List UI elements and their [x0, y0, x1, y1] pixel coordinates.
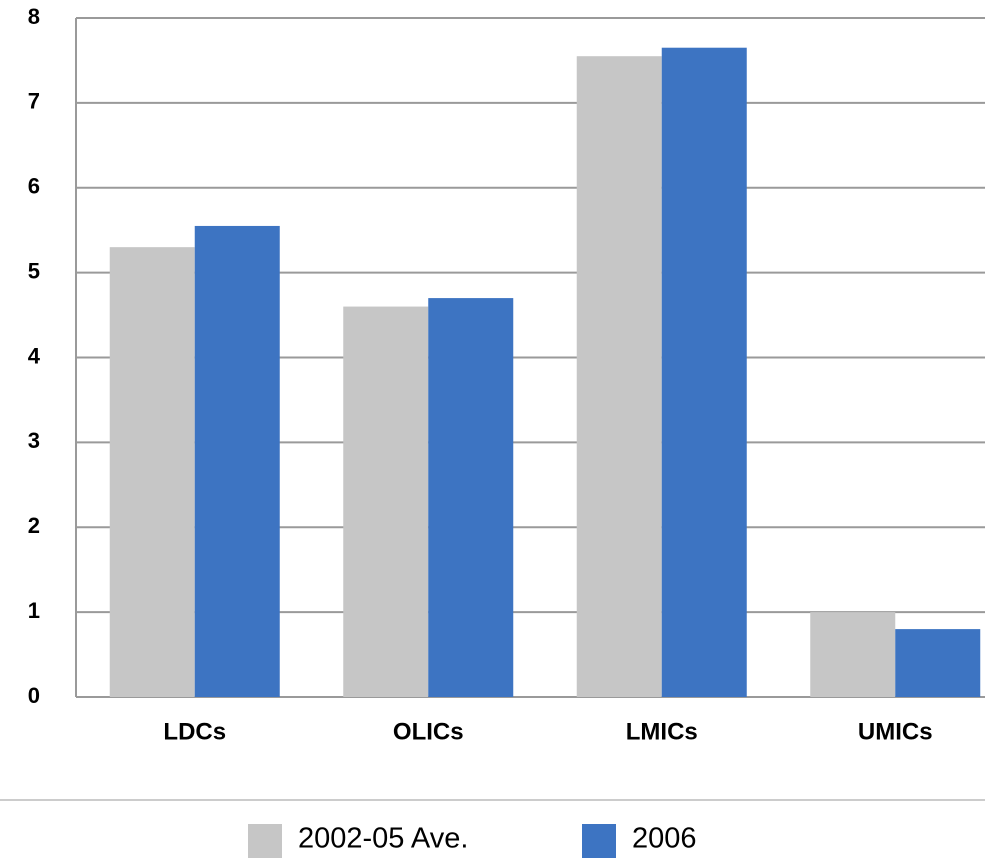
- y-tick-label: 8: [28, 4, 40, 29]
- y-tick-label: 0: [28, 683, 40, 708]
- y-tick-label: 7: [28, 89, 40, 114]
- bar: [194, 225, 280, 697]
- x-tick-label: OLICs: [393, 718, 464, 745]
- x-tick-label: LMICs: [626, 718, 698, 745]
- bar: [576, 56, 662, 698]
- bar: [343, 306, 429, 697]
- legend-swatch: [582, 824, 616, 858]
- bar: [661, 47, 747, 698]
- bar: [895, 629, 981, 697]
- y-tick-label: 5: [28, 258, 40, 283]
- bar: [109, 247, 195, 697]
- y-tick-label: 3: [28, 428, 40, 453]
- legend-label: 2006: [632, 823, 697, 855]
- bar: [810, 612, 896, 697]
- x-tick-label: LDCs: [163, 718, 226, 745]
- y-tick-label: 1: [28, 598, 40, 623]
- bar: [428, 298, 514, 697]
- legend-swatch: [248, 824, 282, 858]
- legend-label: 2002-05 Ave.: [298, 823, 468, 855]
- x-tick-label: UMICs: [858, 718, 933, 745]
- y-tick-label: 4: [28, 343, 41, 368]
- y-tick-label: 2: [28, 513, 40, 538]
- y-tick-label: 6: [28, 174, 40, 199]
